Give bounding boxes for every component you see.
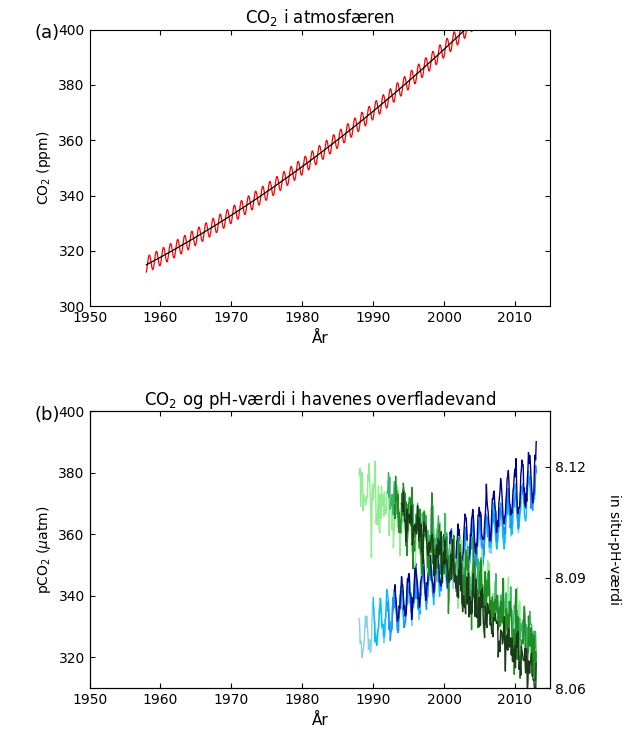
Text: (a): (a) bbox=[35, 24, 60, 42]
Text: (b): (b) bbox=[35, 406, 60, 424]
Y-axis label: in situ-pH-værdi: in situ-pH-værdi bbox=[607, 494, 621, 605]
Y-axis label: pCO$_2$ ($\mu$atm): pCO$_2$ ($\mu$atm) bbox=[35, 505, 53, 594]
Title: CO$_2$ i atmosfæren: CO$_2$ i atmosfæren bbox=[245, 7, 395, 27]
Title: CO$_2$ og pH-værdi i havenes overfladevand: CO$_2$ og pH-værdi i havenes overfladeva… bbox=[144, 388, 496, 411]
X-axis label: År: År bbox=[312, 713, 328, 727]
Y-axis label: CO$_2$ (ppm): CO$_2$ (ppm) bbox=[35, 131, 53, 205]
X-axis label: År: År bbox=[312, 331, 328, 346]
